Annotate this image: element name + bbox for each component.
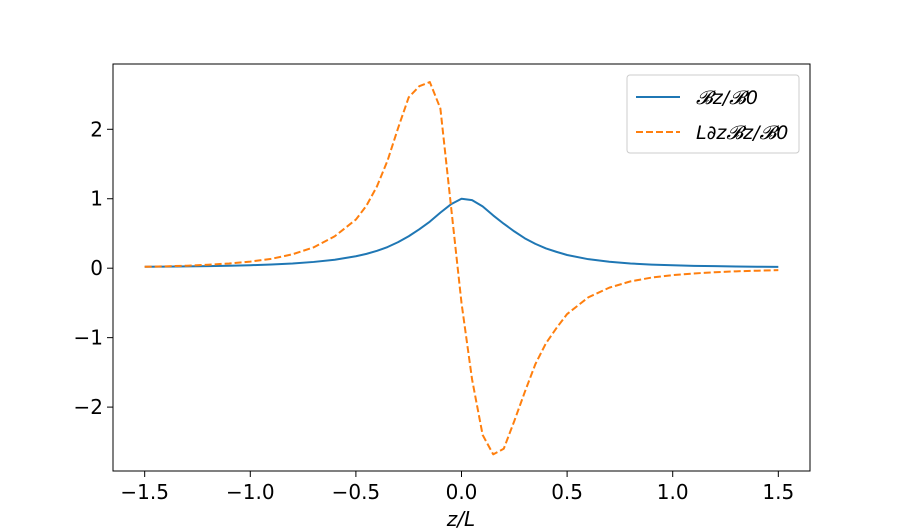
y-tick-label: −2 <box>74 395 103 419</box>
legend-label-b-field: 𝓑z/𝓑0 <box>696 87 758 109</box>
x-axis-label: z/L <box>446 507 475 530</box>
x-axis-ticks: −1.5 −1.0 −0.5 0.0 0.5 1.0 1.5 <box>120 471 794 504</box>
x-tick-label: 1.0 <box>657 480 689 504</box>
x-tick-label: −1.0 <box>226 480 275 504</box>
series-1 <box>144 81 779 456</box>
legend-frame <box>626 74 800 154</box>
legend-label-b-gradient: L∂z𝓑z/𝓑0 <box>696 122 788 144</box>
series-0 <box>144 197 779 268</box>
y-tick-label: −1 <box>74 326 103 350</box>
series-line-1 <box>144 81 779 456</box>
series-line-0 <box>144 197 779 268</box>
y-tick-label: 1 <box>90 187 103 211</box>
y-axis-ticks: −2 −1 0 1 2 <box>74 117 113 419</box>
series-layer <box>144 81 779 456</box>
x-tick-label: −1.5 <box>120 480 169 504</box>
y-tick-label: 0 <box>90 256 103 280</box>
y-tick-label: 2 <box>90 117 103 141</box>
x-tick-label: −0.5 <box>332 480 381 504</box>
x-tick-label: 1.5 <box>762 480 794 504</box>
x-tick-label: 0.0 <box>446 480 478 504</box>
x-tick-label: 0.5 <box>551 480 583 504</box>
legend: 𝓑z/𝓑0 L∂z𝓑z/𝓑0 <box>626 74 800 154</box>
